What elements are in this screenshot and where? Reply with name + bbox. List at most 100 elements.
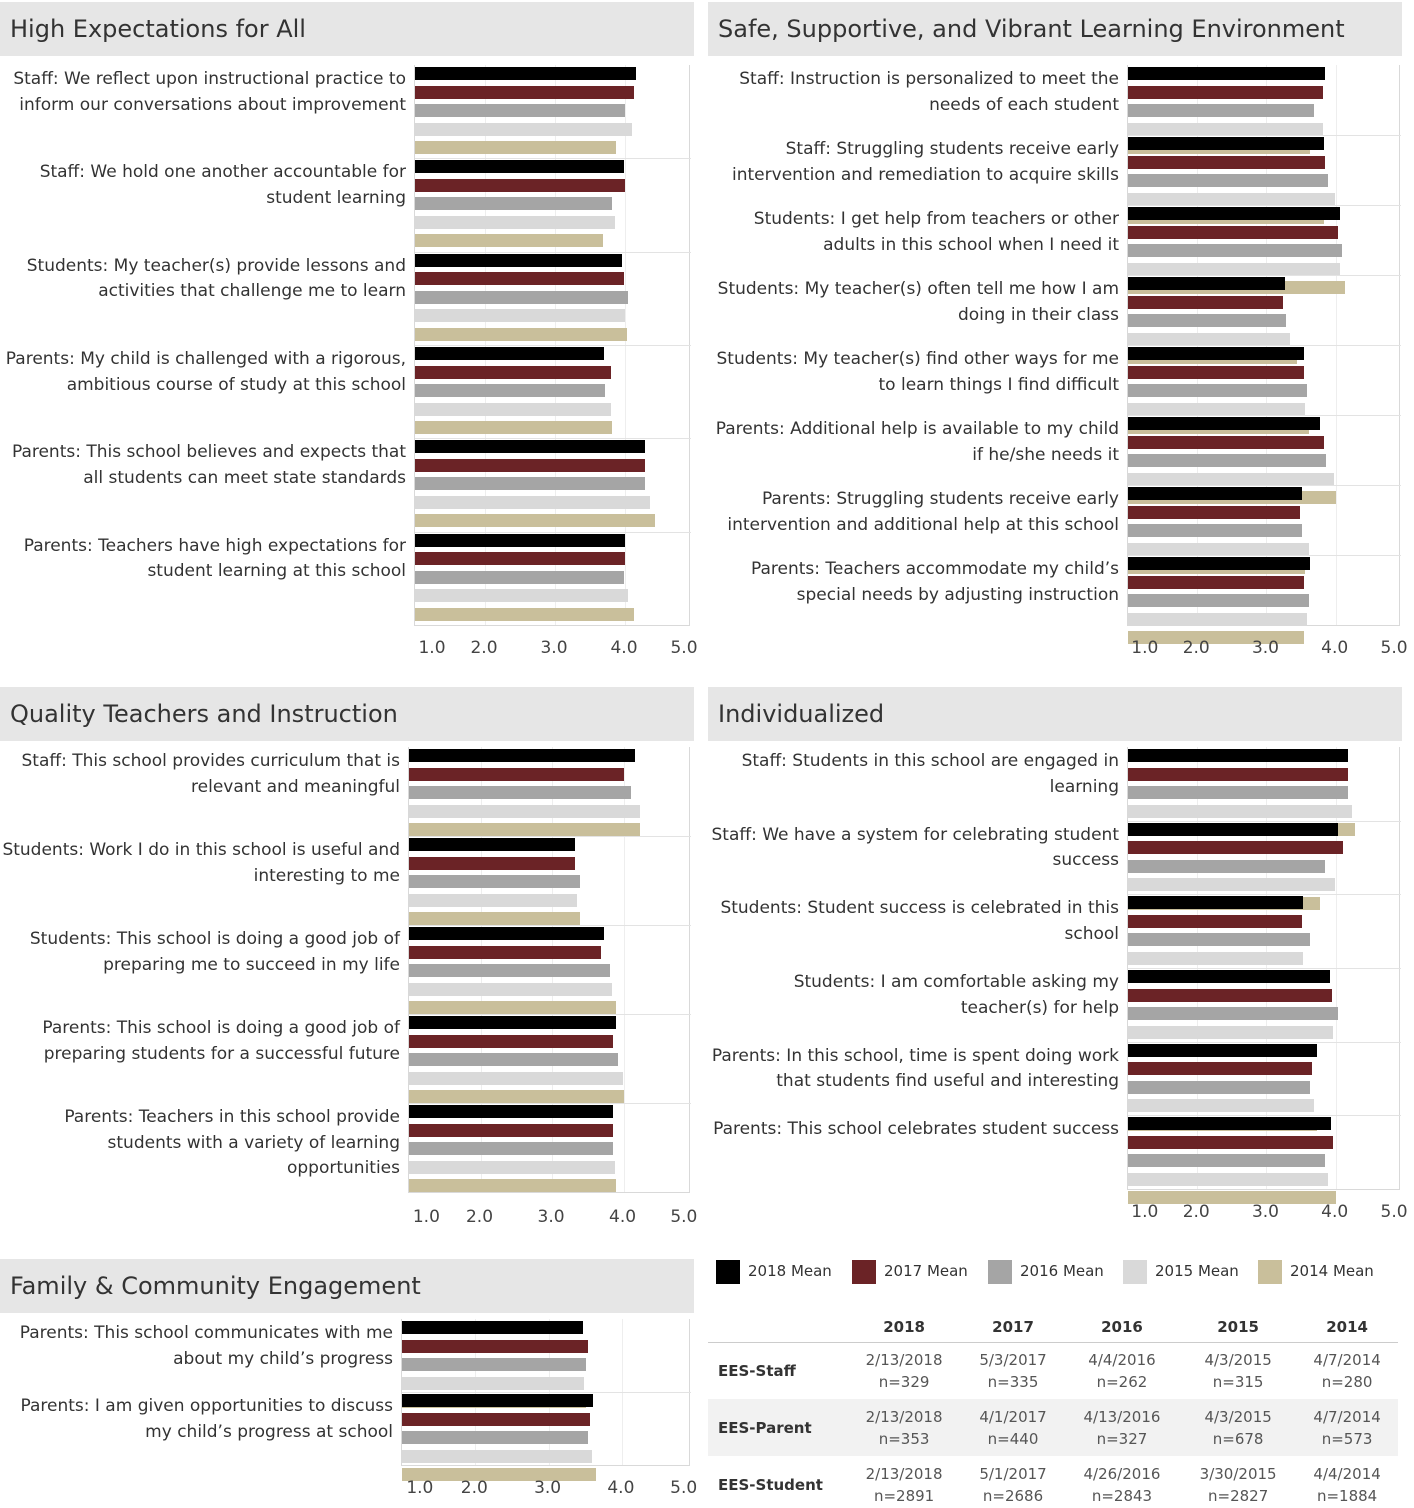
bar-2017-mean[interactable] [1128,1062,1313,1076]
bar-2018-mean[interactable] [415,440,645,454]
bar-2018-mean[interactable] [1128,137,1324,150]
bar-2015-mean[interactable] [409,1071,623,1085]
bar-2018-mean[interactable] [415,533,626,547]
bar-2016-mean[interactable] [1128,1154,1325,1168]
bar-2016-mean[interactable] [1128,454,1326,467]
bar-2016-mean[interactable] [415,104,626,117]
bar-2014-mean[interactable] [415,421,613,434]
bar-2017-mean[interactable] [1128,295,1283,309]
bar-2016-mean[interactable] [415,290,628,304]
bar-2016-mean[interactable] [415,197,612,211]
bar-2015-mean[interactable] [402,1376,585,1390]
bar-2016-mean[interactable] [409,786,632,799]
bar-2014-mean[interactable] [415,141,617,154]
bar-2018-mean[interactable] [1128,487,1303,500]
bar-2016-mean[interactable] [1128,104,1315,117]
bar-2016-mean[interactable] [1128,174,1328,187]
bar-2017-mean[interactable] [1128,435,1324,449]
bar-2017-mean[interactable] [1128,1135,1333,1149]
bar-2016-mean[interactable] [409,964,610,977]
bar-2018-mean[interactable] [409,927,605,940]
bar-2015-mean[interactable] [1128,192,1335,206]
bar-2015-mean[interactable] [415,495,650,509]
bar-2015-mean[interactable] [1128,1099,1314,1113]
bar-2014-mean[interactable] [409,912,580,925]
bar-2017-mean[interactable] [1128,85,1323,99]
bar-2014-mean[interactable] [1128,631,1305,644]
bar-2014-mean[interactable] [409,823,640,836]
bar-2015-mean[interactable] [415,122,633,136]
bar-2018-mean[interactable] [409,749,635,762]
bar-2015-mean[interactable] [1128,878,1335,892]
bar-2014-mean[interactable] [415,607,635,621]
bar-2018-mean[interactable] [402,1321,583,1334]
bar-2018-mean[interactable] [1128,277,1285,290]
bar-2015-mean[interactable] [409,982,613,996]
bar-2016-mean[interactable] [409,1142,614,1155]
bar-2015-mean[interactable] [1128,542,1309,556]
bar-2014-mean[interactable] [415,514,656,528]
bar-2016-mean[interactable] [1128,859,1325,873]
bar-2014-mean[interactable] [409,1090,625,1103]
bar-2017-mean[interactable] [409,767,625,781]
bar-2017-mean[interactable] [415,85,634,99]
bar-2014-mean[interactable] [415,327,627,341]
bar-2017-mean[interactable] [415,552,626,566]
bar-2014-mean[interactable] [402,1468,596,1481]
bar-2018-mean[interactable] [1128,67,1326,80]
bar-2018-mean[interactable] [1128,896,1304,910]
bar-2018-mean[interactable] [1128,1043,1318,1057]
bar-2015-mean[interactable] [1128,332,1290,346]
bar-2016-mean[interactable] [1128,1007,1338,1020]
bar-2016-mean[interactable] [1128,786,1349,799]
bar-2016-mean[interactable] [1128,384,1307,397]
bar-2017-mean[interactable] [1128,155,1326,169]
bar-2017-mean[interactable] [402,1339,589,1353]
bar-2016-mean[interactable] [402,1358,587,1371]
bar-2015-mean[interactable] [1128,262,1340,276]
bar-2015-mean[interactable] [409,893,577,907]
bar-2018-mean[interactable] [415,67,636,80]
bar-2018-mean[interactable] [1128,557,1310,570]
bar-2015-mean[interactable] [402,1449,593,1463]
bar-2017-mean[interactable] [1128,841,1343,855]
bar-2018-mean[interactable] [1128,207,1340,220]
bar-2017-mean[interactable] [1128,365,1305,379]
bar-2018-mean[interactable] [415,160,625,174]
bar-2017-mean[interactable] [415,178,626,192]
bar-2018-mean[interactable] [1128,417,1321,430]
bar-2018-mean[interactable] [409,1105,614,1118]
bar-2016-mean[interactable] [1128,933,1311,947]
bar-2016-mean[interactable] [1128,244,1342,257]
bar-2015-mean[interactable] [415,402,611,416]
bar-2014-mean[interactable] [415,234,603,248]
bar-2018-mean[interactable] [402,1394,594,1407]
bar-2016-mean[interactable] [409,1053,619,1066]
bar-2017-mean[interactable] [1128,988,1333,1002]
bar-2015-mean[interactable] [1128,472,1335,486]
bar-2018-mean[interactable] [415,347,605,360]
bar-2018-mean[interactable] [1128,1117,1331,1131]
bar-2016-mean[interactable] [415,384,606,397]
bar-2017-mean[interactable] [1128,575,1305,589]
bar-2015-mean[interactable] [415,589,628,603]
bar-2016-mean[interactable] [415,570,625,584]
bar-2015-mean[interactable] [415,215,616,229]
bar-2017-mean[interactable] [415,272,625,286]
bar-2017-mean[interactable] [1128,767,1349,781]
bar-2014-mean[interactable] [409,1179,617,1192]
bar-2018-mean[interactable] [1128,347,1305,360]
bar-2018-mean[interactable] [409,838,575,851]
bar-2018-mean[interactable] [409,1016,617,1029]
bar-2015-mean[interactable] [1128,122,1323,136]
bar-2017-mean[interactable] [409,1034,614,1048]
bar-2015-mean[interactable] [415,309,626,323]
bar-2015-mean[interactable] [1128,1172,1328,1186]
bar-2016-mean[interactable] [1128,524,1303,537]
bar-2016-mean[interactable] [409,875,580,888]
bar-2018-mean[interactable] [1128,822,1339,836]
bar-2017-mean[interactable] [409,945,601,959]
bar-2017-mean[interactable] [409,1123,614,1137]
bar-2015-mean[interactable] [409,1160,615,1174]
bar-2016-mean[interactable] [1128,1080,1311,1094]
